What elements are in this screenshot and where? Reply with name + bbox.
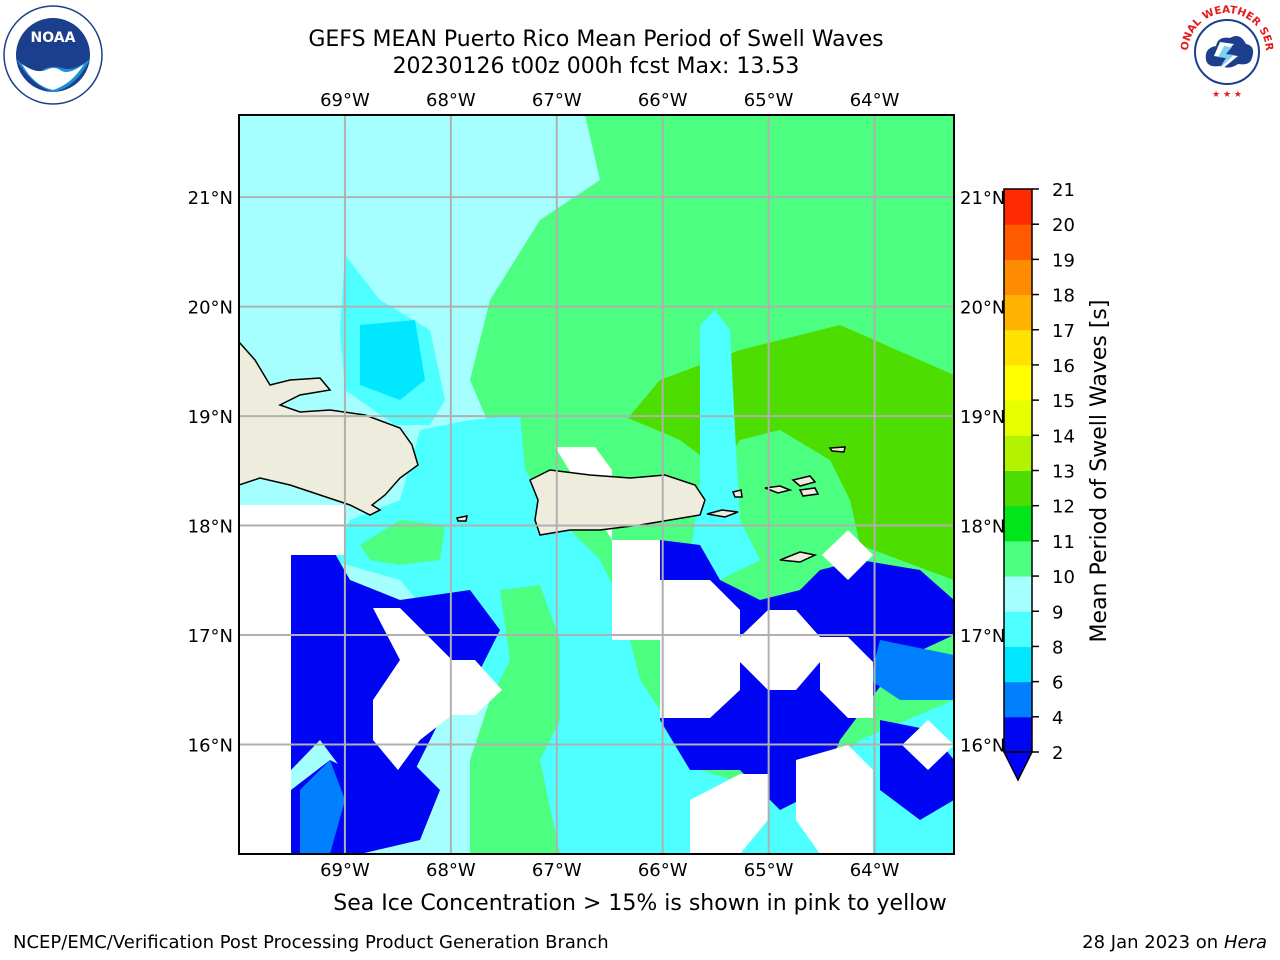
footer-date: 28 Jan 2023 on Hera [1082,932,1267,953]
colorbar-swatch [1004,470,1032,507]
colorbar-tick-label: 2 [1052,743,1063,764]
colorbar-swatch [1004,189,1032,225]
latitude-labels-right: 21°N 20°N 19°N 18°N 17°N 16°N [960,188,1005,756]
colorbar-tick-label: 6 [1052,673,1063,694]
colorbar-tick-label: 8 [1052,637,1063,658]
colorbar: 2 4 6 8 9 10 11 12 13 14 15 16 17 18 19 20 21 [1002,180,1075,782]
colorbar-tick-label: 16 [1052,356,1075,377]
colorbar-swatch [1004,400,1032,436]
lon-tick-label: 65°W [744,860,794,881]
longitude-labels-top: 69°W 68°W 67°W 66°W 65°W 64°W [320,90,900,111]
lat-tick-label: 18°N [188,517,233,538]
colorbar-tick-label: 14 [1052,426,1075,447]
svg-text:★ ★ ★: ★ ★ ★ [1212,90,1242,100]
field-region-green-strip [470,585,560,854]
colorbar-tick-label: 21 [1052,180,1075,201]
colorbar-label: Mean Period of Swell Waves [s] [1087,300,1112,643]
colorbar-tick-label: 20 [1052,215,1075,236]
map-plot [239,115,954,854]
lat-tick-label: 16°N [960,736,1005,757]
lat-tick-label: 21°N [188,188,233,209]
colorbar-swatch [1004,505,1032,542]
footer-host: Hera [1223,932,1267,953]
colorbar-swatch [1004,435,1032,471]
land-vieques [706,509,739,518]
lat-tick-label: 20°N [188,298,233,319]
lon-tick-label: 67°W [532,860,582,881]
colorbar-tick-label: 12 [1052,497,1075,518]
lat-tick-label: 17°N [188,626,233,647]
lat-tick-label: 17°N [960,626,1005,647]
chart-title: GEFS MEAN Puerto Rico Mean Period of Swe… [308,27,884,52]
land-hispaniola [239,340,419,516]
gridlines [239,115,954,854]
lon-tick-label: 69°W [320,860,370,881]
noaa-logo-text: NOAA [31,30,76,46]
colorbar-swatch [1004,364,1032,401]
latitude-labels-left: 21°N 20°N 19°N 18°N 17°N 16°N [188,188,233,756]
lon-tick-label: 66°W [638,860,688,881]
field-region-light-cyan-tongue [690,310,760,580]
field-region-cyan [360,320,425,400]
chart-subtitle: 20230126 t00z 000h fcst Max: 13.53 [392,54,800,79]
lat-tick-label: 19°N [188,407,233,428]
colorbar-extend-min [1002,751,1034,782]
footer-credit: NCEP/EMC/Verification Post Processing Pr… [13,932,609,953]
lat-tick-label: 21°N [960,188,1005,209]
colorbar-tick-label: 10 [1052,567,1075,588]
field-region-cyan-south [300,760,345,854]
colorbar-swatch [1004,576,1032,612]
land-st-croix [779,551,818,563]
nws-logo: NATIONAL WEATHER SERVICE ★ ★ ★ [1176,2,1275,100]
lat-tick-label: 18°N [960,517,1005,538]
lat-tick-label: 20°N [960,298,1005,319]
field-region-cyan-southeast [870,640,954,700]
colorbar-swatch [1004,294,1032,331]
lon-tick-label: 68°W [426,90,476,111]
lon-tick-label: 66°W [638,90,688,111]
land-islet [456,446,846,522]
footer-date-text: 28 Jan 2023 on [1082,932,1224,953]
missing-data-southwest [239,505,345,854]
lat-tick-label: 16°N [188,736,233,757]
colorbar-tick-label: 18 [1052,286,1075,307]
colorbar-tick-label: 4 [1052,708,1063,729]
lon-tick-label: 64°W [850,860,900,881]
sea-ice-caption: Sea Ice Concentration > 15% is shown in … [333,891,947,916]
land-virgin-islands [764,475,820,497]
field-region-green-patch [360,520,445,565]
lat-tick-label: 19°N [960,407,1005,428]
colorbar-tick-label: 19 [1052,250,1075,271]
colorbar-tick-label: 17 [1052,321,1075,342]
lon-tick-label: 64°W [850,90,900,111]
colorbar-swatch [1004,259,1032,296]
noaa-logo: NOAA [3,5,103,105]
map-frame [238,114,955,855]
colorbar-swatch [1004,646,1032,683]
lon-tick-label: 68°W [426,860,476,881]
colorbar-tick-label: 9 [1052,602,1063,623]
lon-tick-label: 67°W [532,90,582,111]
lon-tick-label: 65°W [744,90,794,111]
colorbar-swatch [1004,329,1032,366]
colorbar-swatch [1004,540,1032,577]
colorbar-swatch [1004,681,1032,718]
colorbar-tick-label: 11 [1052,532,1075,553]
colorbar-swatch [1004,611,1032,647]
colorbar-swatch [1004,716,1032,753]
colorbar-swatch [1004,224,1032,260]
colorbar-tick-label: 15 [1052,391,1075,412]
longitude-labels-bottom: 69°W 68°W 67°W 66°W 65°W 64°W [320,860,900,881]
lon-tick-label: 69°W [320,90,370,111]
colorbar-tick-label: 13 [1052,462,1075,483]
land-puerto-rico [529,469,706,536]
